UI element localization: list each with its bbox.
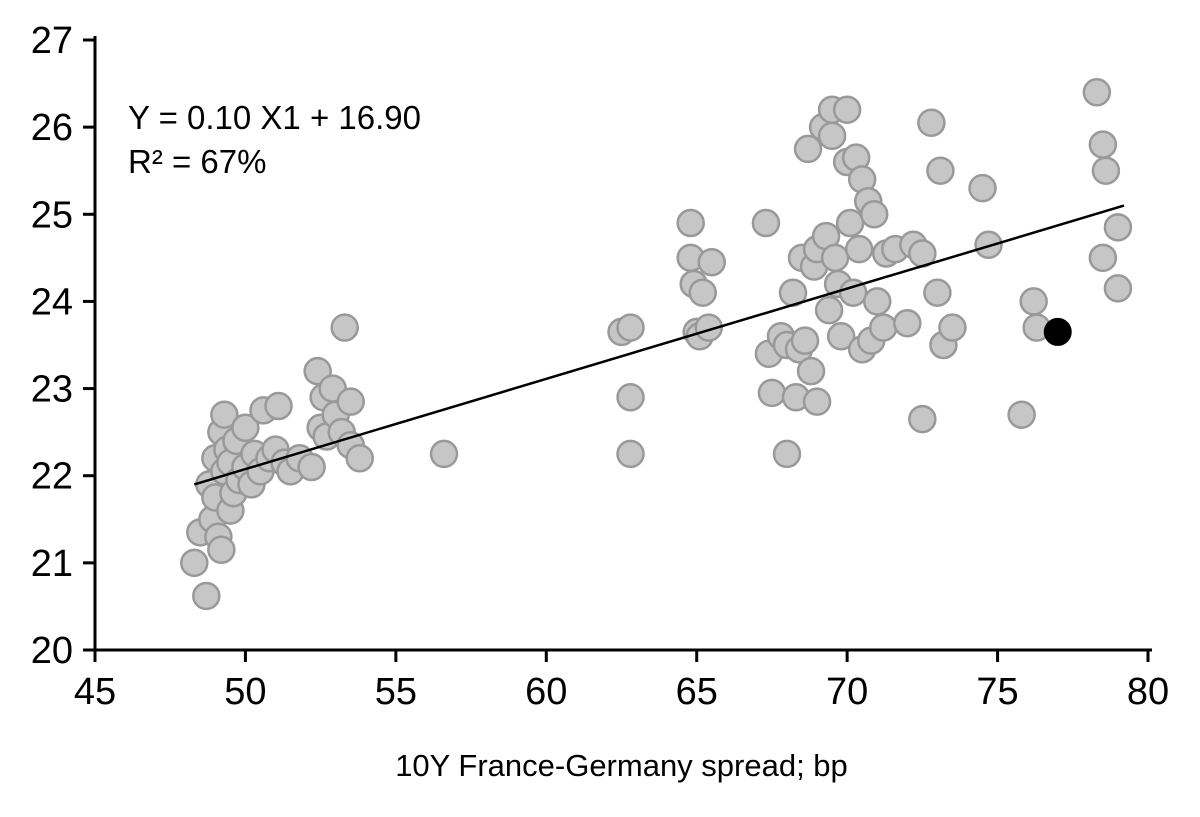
scatter-point xyxy=(859,200,889,229)
scatter-point xyxy=(923,278,952,307)
scatter-point xyxy=(676,208,705,238)
scatter-point xyxy=(192,581,221,611)
scatter-point xyxy=(616,383,645,412)
scatter-point xyxy=(926,156,955,185)
scatter-point xyxy=(694,313,723,342)
scatter-point xyxy=(345,444,375,473)
scatter-point xyxy=(1019,287,1048,316)
y-tick-label: 25 xyxy=(31,194,73,236)
scatter-point xyxy=(180,548,209,578)
scatter-point xyxy=(1091,156,1121,185)
scatter-point xyxy=(790,326,820,355)
scatter-point xyxy=(210,400,239,429)
y-tick-label: 26 xyxy=(31,107,73,149)
scatter-point xyxy=(817,121,847,151)
scatter-point xyxy=(1082,78,1112,107)
scatter-point xyxy=(802,387,832,416)
scatter-point xyxy=(616,439,645,469)
y-tick-label: 20 xyxy=(31,630,73,672)
scatter-point xyxy=(826,322,856,351)
x-axis-title: 10Y France-Germany spread; bp xyxy=(395,748,848,783)
x-tick-label: 45 xyxy=(74,671,116,713)
regression-equation: Y = 0.10 X1 + 16.90 xyxy=(128,99,421,136)
regression-annotation: Y = 0.10 X1 + 16.90 R² = 67% xyxy=(128,96,421,183)
x-tick-label: 50 xyxy=(224,671,266,713)
x-tick-label: 75 xyxy=(976,671,1018,713)
y-tick-label: 27 xyxy=(31,20,73,62)
x-tick-label: 65 xyxy=(676,671,718,713)
scatter-point xyxy=(974,230,1003,260)
scatter-point xyxy=(688,278,717,307)
scatter-point xyxy=(207,535,236,565)
scatter-point xyxy=(616,313,645,342)
x-tick-label: 60 xyxy=(525,671,567,713)
scatter-point xyxy=(908,404,937,434)
scatter-point xyxy=(893,308,922,338)
scatter-point xyxy=(917,108,946,138)
scatter-point xyxy=(793,134,823,164)
trendline xyxy=(193,204,1125,486)
scatter-point xyxy=(1103,274,1133,303)
scatter-point xyxy=(757,378,787,408)
scatter-point xyxy=(832,95,862,124)
scatter-point xyxy=(862,287,892,316)
scatter-point xyxy=(968,173,997,203)
scatter-point xyxy=(1103,213,1133,242)
scatter-point xyxy=(835,208,865,238)
scatter-point xyxy=(697,247,727,277)
y-tick-label: 24 xyxy=(31,281,73,323)
y-tick-label: 21 xyxy=(31,543,73,585)
r-squared-label: R² = 67% xyxy=(128,142,267,180)
scatter-point xyxy=(429,439,459,469)
scatter-point xyxy=(814,295,844,325)
x-tick-label: 55 xyxy=(375,671,417,713)
scatter-point xyxy=(336,387,365,416)
highlighted-scatter-point xyxy=(1043,317,1072,346)
scatter-point xyxy=(1088,243,1118,273)
y-tick-label: 22 xyxy=(31,456,73,498)
scatter-point xyxy=(772,439,802,469)
scatter-point xyxy=(938,313,967,342)
scatter-point xyxy=(1007,400,1036,429)
x-tick-label: 80 xyxy=(1127,671,1169,713)
scatter-point xyxy=(330,313,359,342)
scatter-point xyxy=(297,452,326,482)
scatter-point xyxy=(820,243,850,273)
x-tick-label: 70 xyxy=(826,671,868,713)
y-tick-label: 23 xyxy=(31,369,73,411)
scatter-point xyxy=(751,208,781,238)
scatter-point xyxy=(868,313,898,342)
scatter-point xyxy=(264,391,293,421)
scatter-point xyxy=(1088,130,1118,159)
scatter-point xyxy=(844,234,874,264)
scatter-point xyxy=(231,413,260,443)
scatter-point xyxy=(796,356,826,386)
